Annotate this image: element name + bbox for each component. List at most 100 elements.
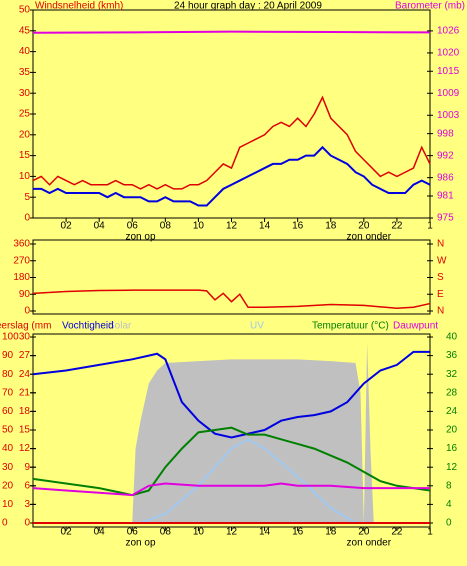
y-tick-label: 60 — [2, 406, 14, 417]
x-tick-label: 08 — [160, 527, 172, 538]
y3-tick-label: 6 — [24, 480, 30, 491]
y-tick-label: 45 — [19, 25, 31, 36]
y3-tick-label: 9 — [24, 462, 30, 473]
y2-tick-label: 981 — [437, 191, 454, 202]
legend-entry: Vochtigheid — [62, 321, 114, 332]
y2-tick-label: S — [437, 272, 444, 283]
y2-tick-label: 12 — [446, 462, 458, 473]
x-tick-label: 18 — [325, 221, 337, 232]
x-tick-label: 04 — [94, 221, 106, 232]
line — [32, 30, 431, 34]
y-tick-label: 0 — [2, 518, 8, 529]
x-tick-label: 12 — [226, 221, 238, 232]
y-tick-label: 40 — [2, 443, 14, 454]
y-tick-label: 70 — [2, 387, 14, 398]
y2-tick-label: 1015 — [437, 66, 460, 77]
y-tick-label: 10 — [19, 171, 31, 182]
x-tick-label: 18 — [325, 527, 337, 538]
y-tick-label: 180 — [13, 272, 30, 283]
y2-tick-label: 992 — [437, 150, 454, 161]
legend-entry: Dauwpunt — [393, 321, 438, 332]
y-tick-label: 25 — [19, 109, 31, 120]
annotation: zon onder — [347, 232, 392, 243]
x-tick-label: 02 — [61, 221, 73, 232]
x-tick-label: 06 — [127, 221, 139, 232]
y2-tick-label: 24 — [446, 406, 458, 417]
y-tick-label: 5 — [24, 192, 30, 203]
y2-tick-label: 28 — [446, 387, 458, 398]
y-tick-label: 30 — [19, 88, 31, 99]
y-tick-label: 80 — [2, 369, 14, 380]
x-tick-label: 10 — [193, 221, 205, 232]
line — [140, 438, 357, 524]
y2-tick-label: 1026 — [437, 26, 460, 37]
y2-tick-label: 998 — [437, 128, 454, 139]
chart-title: 24 hour graph day : 20 April 2009 — [174, 1, 322, 12]
x-tick-label: 1 — [427, 221, 433, 232]
line — [32, 289, 431, 309]
y-tick-label: 10 — [2, 499, 14, 510]
line — [32, 482, 430, 497]
y-tick-label: 20 — [2, 480, 14, 491]
y-tick-label: 50 — [2, 425, 14, 436]
x-tick-label: 20 — [358, 527, 370, 538]
y-tick-label: 20 — [19, 129, 31, 140]
x-tick-label: 22 — [391, 221, 403, 232]
annotation: zon op — [126, 232, 156, 243]
y-tick-label: 30 — [2, 462, 14, 473]
y3-tick-label: 27 — [19, 350, 31, 361]
x-tick-label: 02 — [61, 527, 73, 538]
y2-tick-label: 36 — [446, 350, 458, 361]
line — [32, 95, 431, 190]
y2-tick-label: 975 — [437, 213, 454, 224]
legend-entry: Neerslag (mm — [0, 321, 51, 332]
y-tick-label: 360 — [13, 239, 30, 250]
x-tick-label: 14 — [259, 221, 271, 232]
y3-tick-label: 18 — [19, 406, 31, 417]
x-tick-label: 08 — [160, 221, 172, 232]
y3-tick-label: 0 — [24, 518, 30, 529]
y-tick-label: 50 — [19, 5, 31, 16]
x-tick-label: 22 — [391, 527, 403, 538]
y2-tick-label: 1009 — [437, 88, 460, 99]
annotation: zon op — [126, 538, 156, 549]
x-tick-label: 1 — [427, 527, 433, 538]
y2-tick-label: N — [437, 239, 444, 250]
plot-frame — [32, 239, 431, 315]
x-tick-label: 16 — [292, 527, 304, 538]
y-tick-label: 0 — [24, 306, 30, 317]
line — [33, 145, 431, 207]
legend-entry: UV — [250, 321, 264, 332]
y2-tick-label: 40 — [446, 332, 458, 343]
y2-tick-label: 20 — [446, 425, 458, 436]
y2-tick-label: 4 — [446, 499, 452, 510]
legend-entry: Temperatuur (°C) — [312, 321, 389, 332]
legend-entry: Solar — [108, 321, 132, 332]
y3-tick-label: 15 — [19, 425, 31, 436]
y2-tick-label: 1003 — [437, 110, 460, 121]
y3-tick-label: 3 — [24, 499, 30, 510]
y2-tick-label: 8 — [446, 480, 452, 491]
x-tick-label: 12 — [226, 527, 238, 538]
y2-tick-label: 0 — [446, 518, 452, 529]
y-axis-label: Windsnelheid (kmh) — [35, 1, 123, 12]
y2-tick-label: 32 — [446, 369, 458, 380]
y3-tick-label: 12 — [19, 443, 31, 454]
x-tick-label: 04 — [94, 527, 106, 538]
y3-tick-label: 24 — [19, 369, 31, 380]
x-tick-label: 16 — [292, 221, 304, 232]
x-tick-label: 10 — [193, 527, 205, 538]
y-tick-label: 90 — [2, 350, 14, 361]
y2-tick-label: N — [437, 306, 444, 317]
y-tick-label: 40 — [19, 46, 31, 57]
x-tick-label: 06 — [127, 527, 139, 538]
x-tick-label: 14 — [259, 527, 271, 538]
y3-tick-label: 30 — [19, 332, 31, 343]
y-tick-label: 35 — [19, 67, 31, 78]
y-tick-label: 100 — [2, 332, 19, 343]
y2-axis-label: Barometer (mb) — [395, 1, 465, 12]
y-tick-label: 0 — [24, 213, 30, 224]
y-tick-label: 270 — [13, 255, 30, 266]
y2-tick-label: W — [437, 255, 447, 266]
